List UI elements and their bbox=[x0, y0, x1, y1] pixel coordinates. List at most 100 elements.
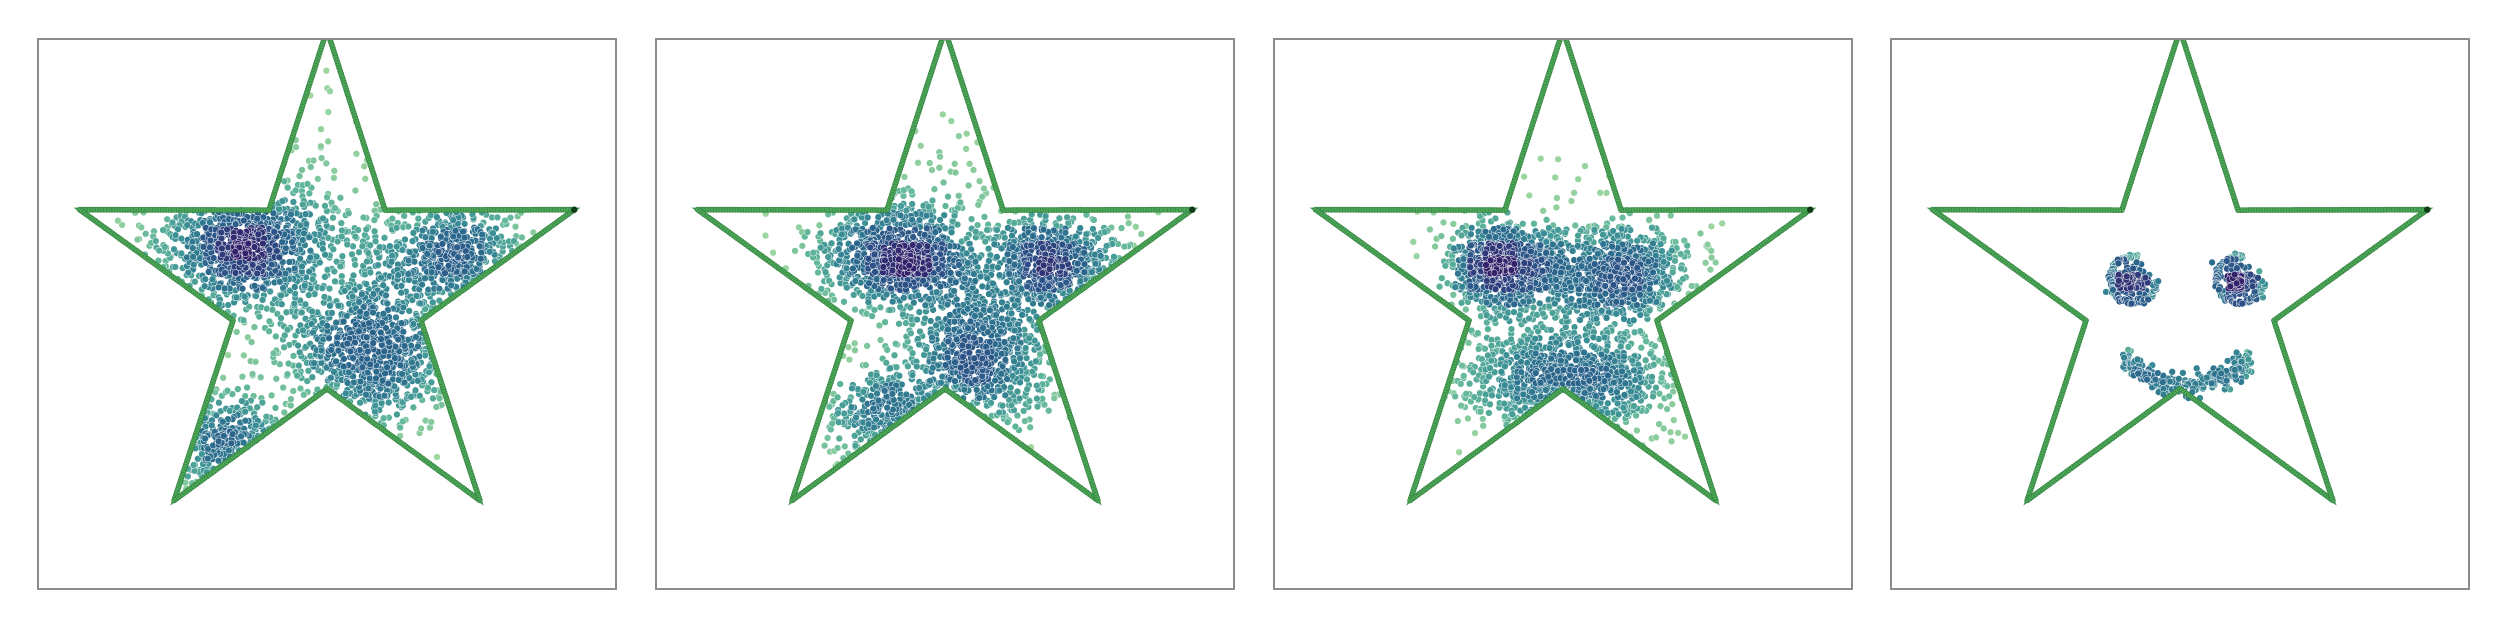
scatter-point bbox=[841, 442, 849, 451]
scatter-point bbox=[331, 204, 339, 212]
scatter-point bbox=[803, 228, 812, 236]
scatter-point bbox=[1045, 292, 1053, 300]
scatter-point bbox=[404, 270, 412, 278]
scatter-point bbox=[873, 389, 881, 398]
scatter-point bbox=[352, 150, 361, 158]
scatter-point bbox=[995, 408, 1003, 417]
scatter-point bbox=[323, 266, 332, 274]
scatter-point bbox=[388, 214, 396, 223]
scatter-point bbox=[889, 216, 898, 224]
scatter-point bbox=[199, 243, 208, 251]
scatter-point bbox=[406, 248, 414, 256]
scatter-point bbox=[953, 295, 961, 304]
scatter-point bbox=[240, 216, 248, 225]
scatter-point bbox=[1028, 368, 1036, 376]
scatter-point bbox=[1110, 253, 1118, 261]
scatter-point bbox=[332, 357, 340, 366]
scatter-point bbox=[421, 233, 430, 241]
scatter-point bbox=[851, 277, 860, 285]
scatter-point bbox=[370, 227, 379, 235]
scatter-point bbox=[356, 308, 364, 316]
scatter-point bbox=[411, 386, 420, 394]
scatter-point bbox=[418, 280, 426, 289]
scatter-point bbox=[1120, 242, 1129, 251]
scatter-point bbox=[312, 252, 321, 261]
scatter-point bbox=[900, 294, 908, 302]
scatter-point bbox=[322, 67, 331, 75]
scatter-point bbox=[477, 255, 485, 263]
scatter-point bbox=[369, 290, 378, 298]
scatter-point bbox=[265, 327, 273, 335]
scatter-point bbox=[929, 364, 937, 372]
scatter-point bbox=[874, 213, 882, 221]
scatter-point bbox=[215, 399, 223, 407]
scatter-point bbox=[476, 242, 484, 250]
scatter-point bbox=[184, 269, 192, 277]
scatter-point bbox=[330, 368, 338, 376]
scatter-point bbox=[1033, 382, 1041, 390]
scatter-point bbox=[975, 394, 983, 402]
scatter-point bbox=[308, 307, 316, 316]
scatter-point bbox=[238, 373, 247, 381]
scatter-point bbox=[152, 237, 160, 245]
scatter-point bbox=[291, 283, 299, 291]
scatter-point bbox=[296, 348, 304, 356]
scatter-point bbox=[1045, 301, 1053, 309]
scatter-point bbox=[409, 403, 418, 412]
scatter-point bbox=[247, 338, 256, 346]
scatter-point bbox=[1026, 423, 1034, 431]
scatter-point bbox=[239, 316, 248, 324]
scatter-point bbox=[453, 243, 461, 251]
scatter-point bbox=[895, 372, 904, 380]
scatter-point bbox=[493, 234, 501, 242]
scatter-point bbox=[900, 186, 908, 194]
scatter-point bbox=[851, 339, 859, 347]
scatter-point bbox=[338, 278, 346, 286]
scatter-point bbox=[408, 237, 417, 245]
scatter-point bbox=[908, 216, 916, 224]
scatter-point bbox=[425, 362, 434, 370]
scatter-point bbox=[308, 275, 317, 283]
scatter-point bbox=[995, 271, 1004, 279]
scatter-point bbox=[834, 409, 842, 417]
scatter-point bbox=[438, 240, 447, 248]
scatter-point bbox=[823, 434, 832, 442]
scatter-point bbox=[360, 162, 368, 170]
scatter-point bbox=[902, 390, 910, 399]
scatter-point bbox=[227, 439, 235, 448]
scatter-point bbox=[461, 267, 469, 276]
scatter-point bbox=[1072, 232, 1080, 241]
scatter-point bbox=[409, 320, 418, 328]
scatter-point bbox=[366, 241, 374, 249]
scatter-point bbox=[1013, 387, 1022, 396]
scatter-point bbox=[361, 175, 369, 183]
scatter-point bbox=[414, 214, 422, 223]
scatter-point bbox=[372, 368, 381, 376]
scatter-point bbox=[427, 274, 435, 282]
scatter-point bbox=[925, 295, 933, 303]
scatter-point bbox=[268, 260, 276, 269]
scatter-point bbox=[1023, 385, 1031, 393]
scatter-point bbox=[412, 333, 420, 341]
scatter-point bbox=[399, 417, 407, 426]
scatter-point bbox=[259, 284, 267, 292]
scatter-point bbox=[279, 284, 287, 292]
scatter-point bbox=[421, 274, 429, 282]
scatter-point bbox=[377, 328, 385, 337]
scatter-point bbox=[231, 269, 240, 277]
scatter-point bbox=[435, 284, 443, 293]
scatter-point bbox=[405, 307, 413, 315]
scatter-point bbox=[1103, 242, 1111, 250]
scatter-point bbox=[250, 282, 259, 290]
scatter-point bbox=[380, 234, 389, 242]
scatter-point bbox=[486, 248, 494, 256]
scatter-point bbox=[221, 284, 229, 293]
scatter-point bbox=[910, 299, 918, 307]
scatter-point bbox=[189, 244, 197, 252]
scatter-point bbox=[817, 285, 826, 293]
scatter-point bbox=[386, 242, 394, 250]
scatter-point bbox=[1009, 334, 1018, 342]
scatter-point bbox=[193, 230, 201, 238]
scatter-point bbox=[380, 414, 388, 422]
scatter-point bbox=[864, 298, 873, 306]
